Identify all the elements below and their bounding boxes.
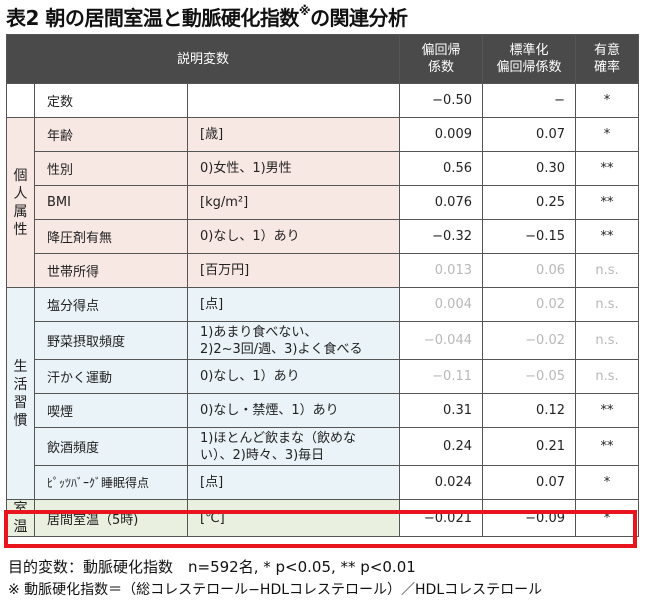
table-row-room-temperature: 室温 居間室温（5時) [℃] −0.021 −0.09 * xyxy=(6,499,639,537)
table-row: 世帯所得 [百万円] 0.013 0.06 n.s. xyxy=(6,253,639,288)
group-lifestyle: 生活習慣 xyxy=(6,287,35,500)
table-row: ﾋﾟｯﾂﾊﾞｰｸﾞ睡眠得点 [点] 0.024 0.07 * xyxy=(6,465,639,500)
table-row: 生活習慣 塩分得点 [点] 0.004 0.02 n.s. xyxy=(6,287,639,500)
table-row: 野菜摂取頻度 1)あまり食べない、 2)2~3回/週、3)よく食べる −0.044… xyxy=(6,321,639,360)
group-individual: 個人属性 xyxy=(6,117,35,288)
table-row: 喫煙 0)なし・禁煙、1）あり 0.31 0.12 ** xyxy=(6,393,639,428)
table-title: 表2 朝の居間室温と動脈硬化指数※の関連分析 xyxy=(6,4,408,30)
header-std-coef: 標準化 偏回帰係数 xyxy=(482,34,576,84)
header-desc: 説明変数 xyxy=(6,34,400,84)
header-coef: 偏回帰 係数 xyxy=(399,34,483,84)
header-row: 説明変数 偏回帰 係数 標準化 偏回帰係数 有意 確率 xyxy=(6,34,639,84)
table-row: 定数 −0.50 − * xyxy=(6,83,639,118)
table-row: 汗かく運動 0)なし、1）あり −0.11 −0.05 n.s. xyxy=(6,359,639,394)
table-row: 個人属性 年齢 [歳] 0.009 0.07 * xyxy=(6,117,639,288)
footnote-definition: ※ 動脈硬化指数＝（総コレステロール−HDLコレステロール）／HDLコレステロー… xyxy=(8,582,543,598)
header-sig: 有意 確率 xyxy=(575,34,639,84)
footnote-mark: ※ xyxy=(298,4,311,18)
group-room: 室温 xyxy=(6,499,35,537)
footnote-objective: 目的変数：動脈硬化指数 n=592名, * p<0.05, ** p<0.01 xyxy=(8,558,416,576)
table-row: 性別 0)女性、1)男性 0.56 0.30 ** xyxy=(6,151,639,186)
table-row: BMI [kg/m²] 0.076 0.25 ** xyxy=(6,185,639,220)
regression-table: 説明変数 偏回帰 係数 標準化 偏回帰係数 有意 確率 定数 −0.50 − * 個人… xyxy=(6,34,639,537)
table-row: 降圧剤有無 0)なし、1）あり −0.32 −0.15 ** xyxy=(6,219,639,254)
table-row: 飲酒頻度 1)ほとんど飲まな（飲めな い）、2)時々、3)毎日 0.24 0.21… xyxy=(6,427,639,466)
